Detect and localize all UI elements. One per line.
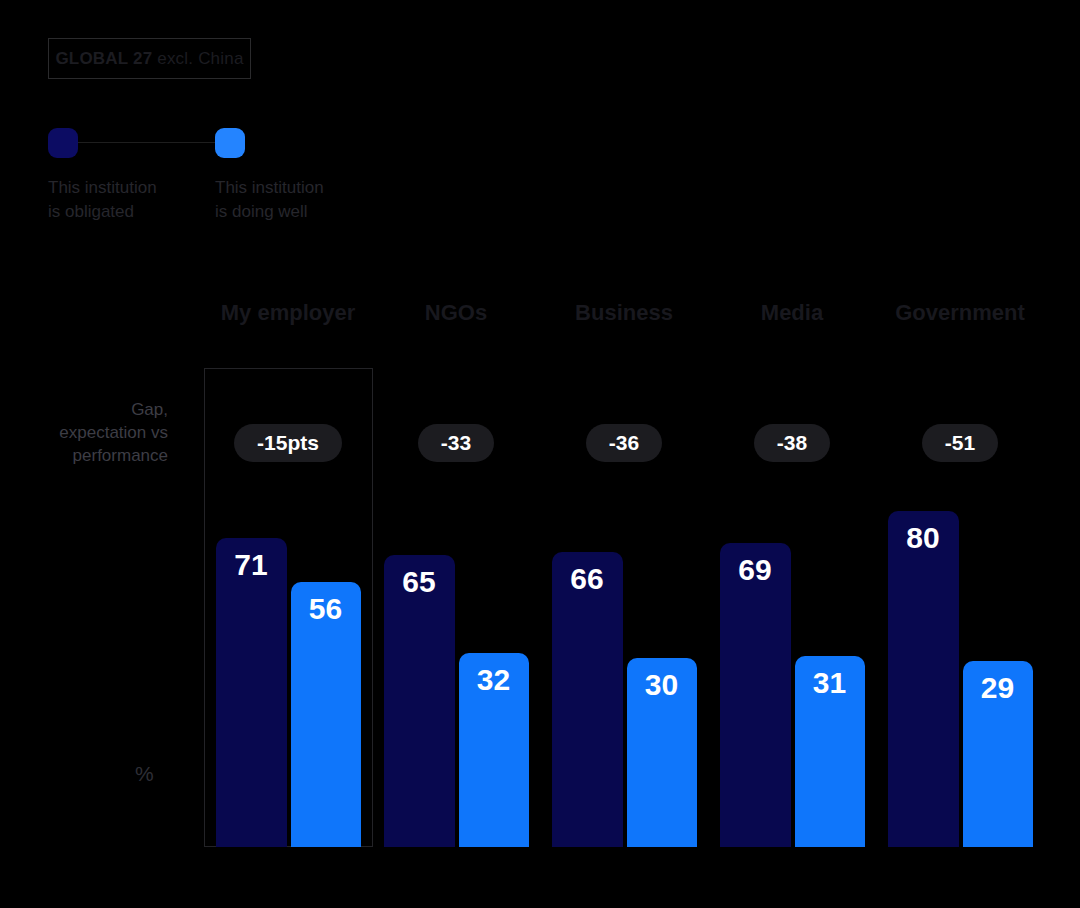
bar-this-institution-is-obligated-government: 80 [888, 511, 959, 847]
bar-pair-my-employer: 71 56 [204, 538, 372, 847]
legend-label-obligated-line2: is obligated [48, 200, 208, 224]
bar-pair-government: 80 29 [876, 511, 1044, 847]
bar-value-label: 66 [570, 562, 603, 595]
gap-pill-row: -36 [540, 424, 708, 462]
bar-value-label: 32 [477, 663, 510, 696]
gap-pill-ngos: -33 [418, 424, 494, 462]
gap-pill-my-employer: -15pts [234, 424, 342, 462]
region-badge-bold-text: GLOBAL 27 [55, 49, 152, 69]
bar-group-government: Government -51 80 29 [876, 290, 1044, 847]
gap-axis-note-line1: Gap, [20, 398, 168, 421]
gap-pill-business: -36 [586, 424, 662, 462]
navy-rounded-square-icon [48, 128, 78, 158]
category-label-government: Government [876, 300, 1044, 326]
legend: This institution is obligated This insti… [48, 128, 378, 228]
bar-this-institution-is-obligated-my-employer: 71 [216, 538, 287, 847]
gap-axis-note-line2: expectation vs [20, 421, 168, 444]
gap-pill-row: -51 [876, 424, 1044, 462]
bar-value-label: 31 [813, 666, 846, 699]
bar-this-institution-is-obligated-business: 66 [552, 552, 623, 847]
bar-plot-area: My employer -15pts 71 56 NGOs -33 65 32 Business… [204, 290, 1044, 847]
bar-pair-media: 69 31 [708, 543, 876, 847]
bar-this-institution-is-doing-well-media: 31 [795, 656, 865, 847]
region-badge: GLOBAL 27 excl. China [48, 38, 251, 79]
bar-value-label: 65 [402, 565, 435, 598]
bar-value-label: 69 [738, 553, 771, 586]
region-badge-rest-text: excl. China [152, 49, 243, 69]
bar-value-label: 80 [906, 521, 939, 554]
legend-connector-line [78, 142, 215, 143]
bar-group-business: Business -36 66 30 [540, 290, 708, 847]
bar-value-label: 56 [309, 592, 342, 625]
percent-axis-label: % [135, 762, 154, 786]
bar-this-institution-is-obligated-ngos: 65 [384, 555, 455, 847]
bar-group-ngos: NGOs -33 65 32 [372, 290, 540, 847]
category-label-business: Business [540, 300, 708, 326]
bar-this-institution-is-doing-well-my-employer: 56 [291, 582, 361, 847]
gap-pill-row: -33 [372, 424, 540, 462]
legend-label-doing-well: This institution is doing well [215, 176, 375, 224]
gap-pill-media: -38 [754, 424, 830, 462]
legend-label-doing-well-line1: This institution [215, 176, 375, 200]
bar-pair-ngos: 65 32 [372, 555, 540, 847]
category-label-my-employer: My employer [204, 300, 372, 326]
bar-value-label: 71 [234, 548, 267, 581]
category-label-ngos: NGOs [372, 300, 540, 326]
bar-group-my-employer: My employer -15pts 71 56 [204, 290, 372, 847]
bar-value-label: 29 [981, 671, 1014, 704]
gap-pill-row: -15pts [204, 424, 372, 462]
gap-axis-note-line3: performance [20, 444, 168, 467]
bar-this-institution-is-doing-well-business: 30 [627, 658, 697, 847]
bar-this-institution-is-obligated-media: 69 [720, 543, 791, 847]
legend-label-obligated: This institution is obligated [48, 176, 208, 224]
bar-group-media: Media -38 69 31 [708, 290, 876, 847]
blue-rounded-square-icon [215, 128, 245, 158]
gap-pill-government: -51 [922, 424, 998, 462]
gap-pill-row: -38 [708, 424, 876, 462]
category-label-media: Media [708, 300, 876, 326]
bar-this-institution-is-doing-well-government: 29 [963, 661, 1033, 847]
bar-pair-business: 66 30 [540, 552, 708, 847]
gap-axis-note: Gap, expectation vs performance [20, 398, 168, 467]
legend-label-doing-well-line2: is doing well [215, 200, 375, 224]
bar-value-label: 30 [645, 668, 678, 701]
bar-this-institution-is-doing-well-ngos: 32 [459, 653, 529, 847]
legend-label-obligated-line1: This institution [48, 176, 208, 200]
trust-gap-chart: GLOBAL 27 excl. China This institution i… [0, 0, 1080, 908]
